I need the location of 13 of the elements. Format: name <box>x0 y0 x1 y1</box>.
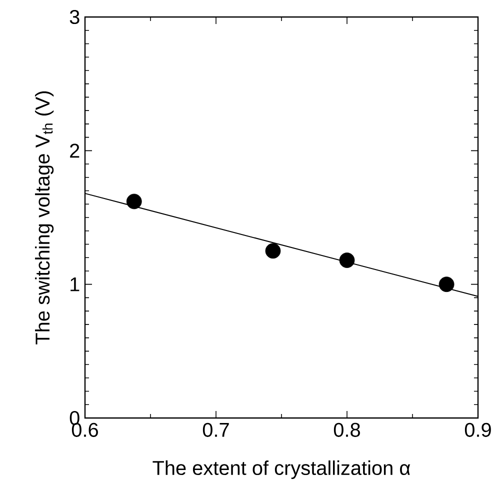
point <box>265 243 281 259</box>
point <box>438 276 454 292</box>
y-axis-title: The switching voltage V$_{th}$ (V) <box>35 91 54 344</box>
point <box>126 194 142 210</box>
y-tick-label: 1 <box>70 277 80 292</box>
y-tick-label: 2 <box>70 144 80 158</box>
y-tick-label: 3 <box>70 10 80 24</box>
point <box>339 252 355 268</box>
x-tick-label: 0.8 <box>334 422 360 437</box>
x-tick-label: 0.6 <box>72 422 98 437</box>
x-axis-title: The extent of crystallization α <box>152 460 410 480</box>
x-tick-label: 0.9 <box>464 422 491 437</box>
x-tick-label: 0.7 <box>202 422 229 437</box>
